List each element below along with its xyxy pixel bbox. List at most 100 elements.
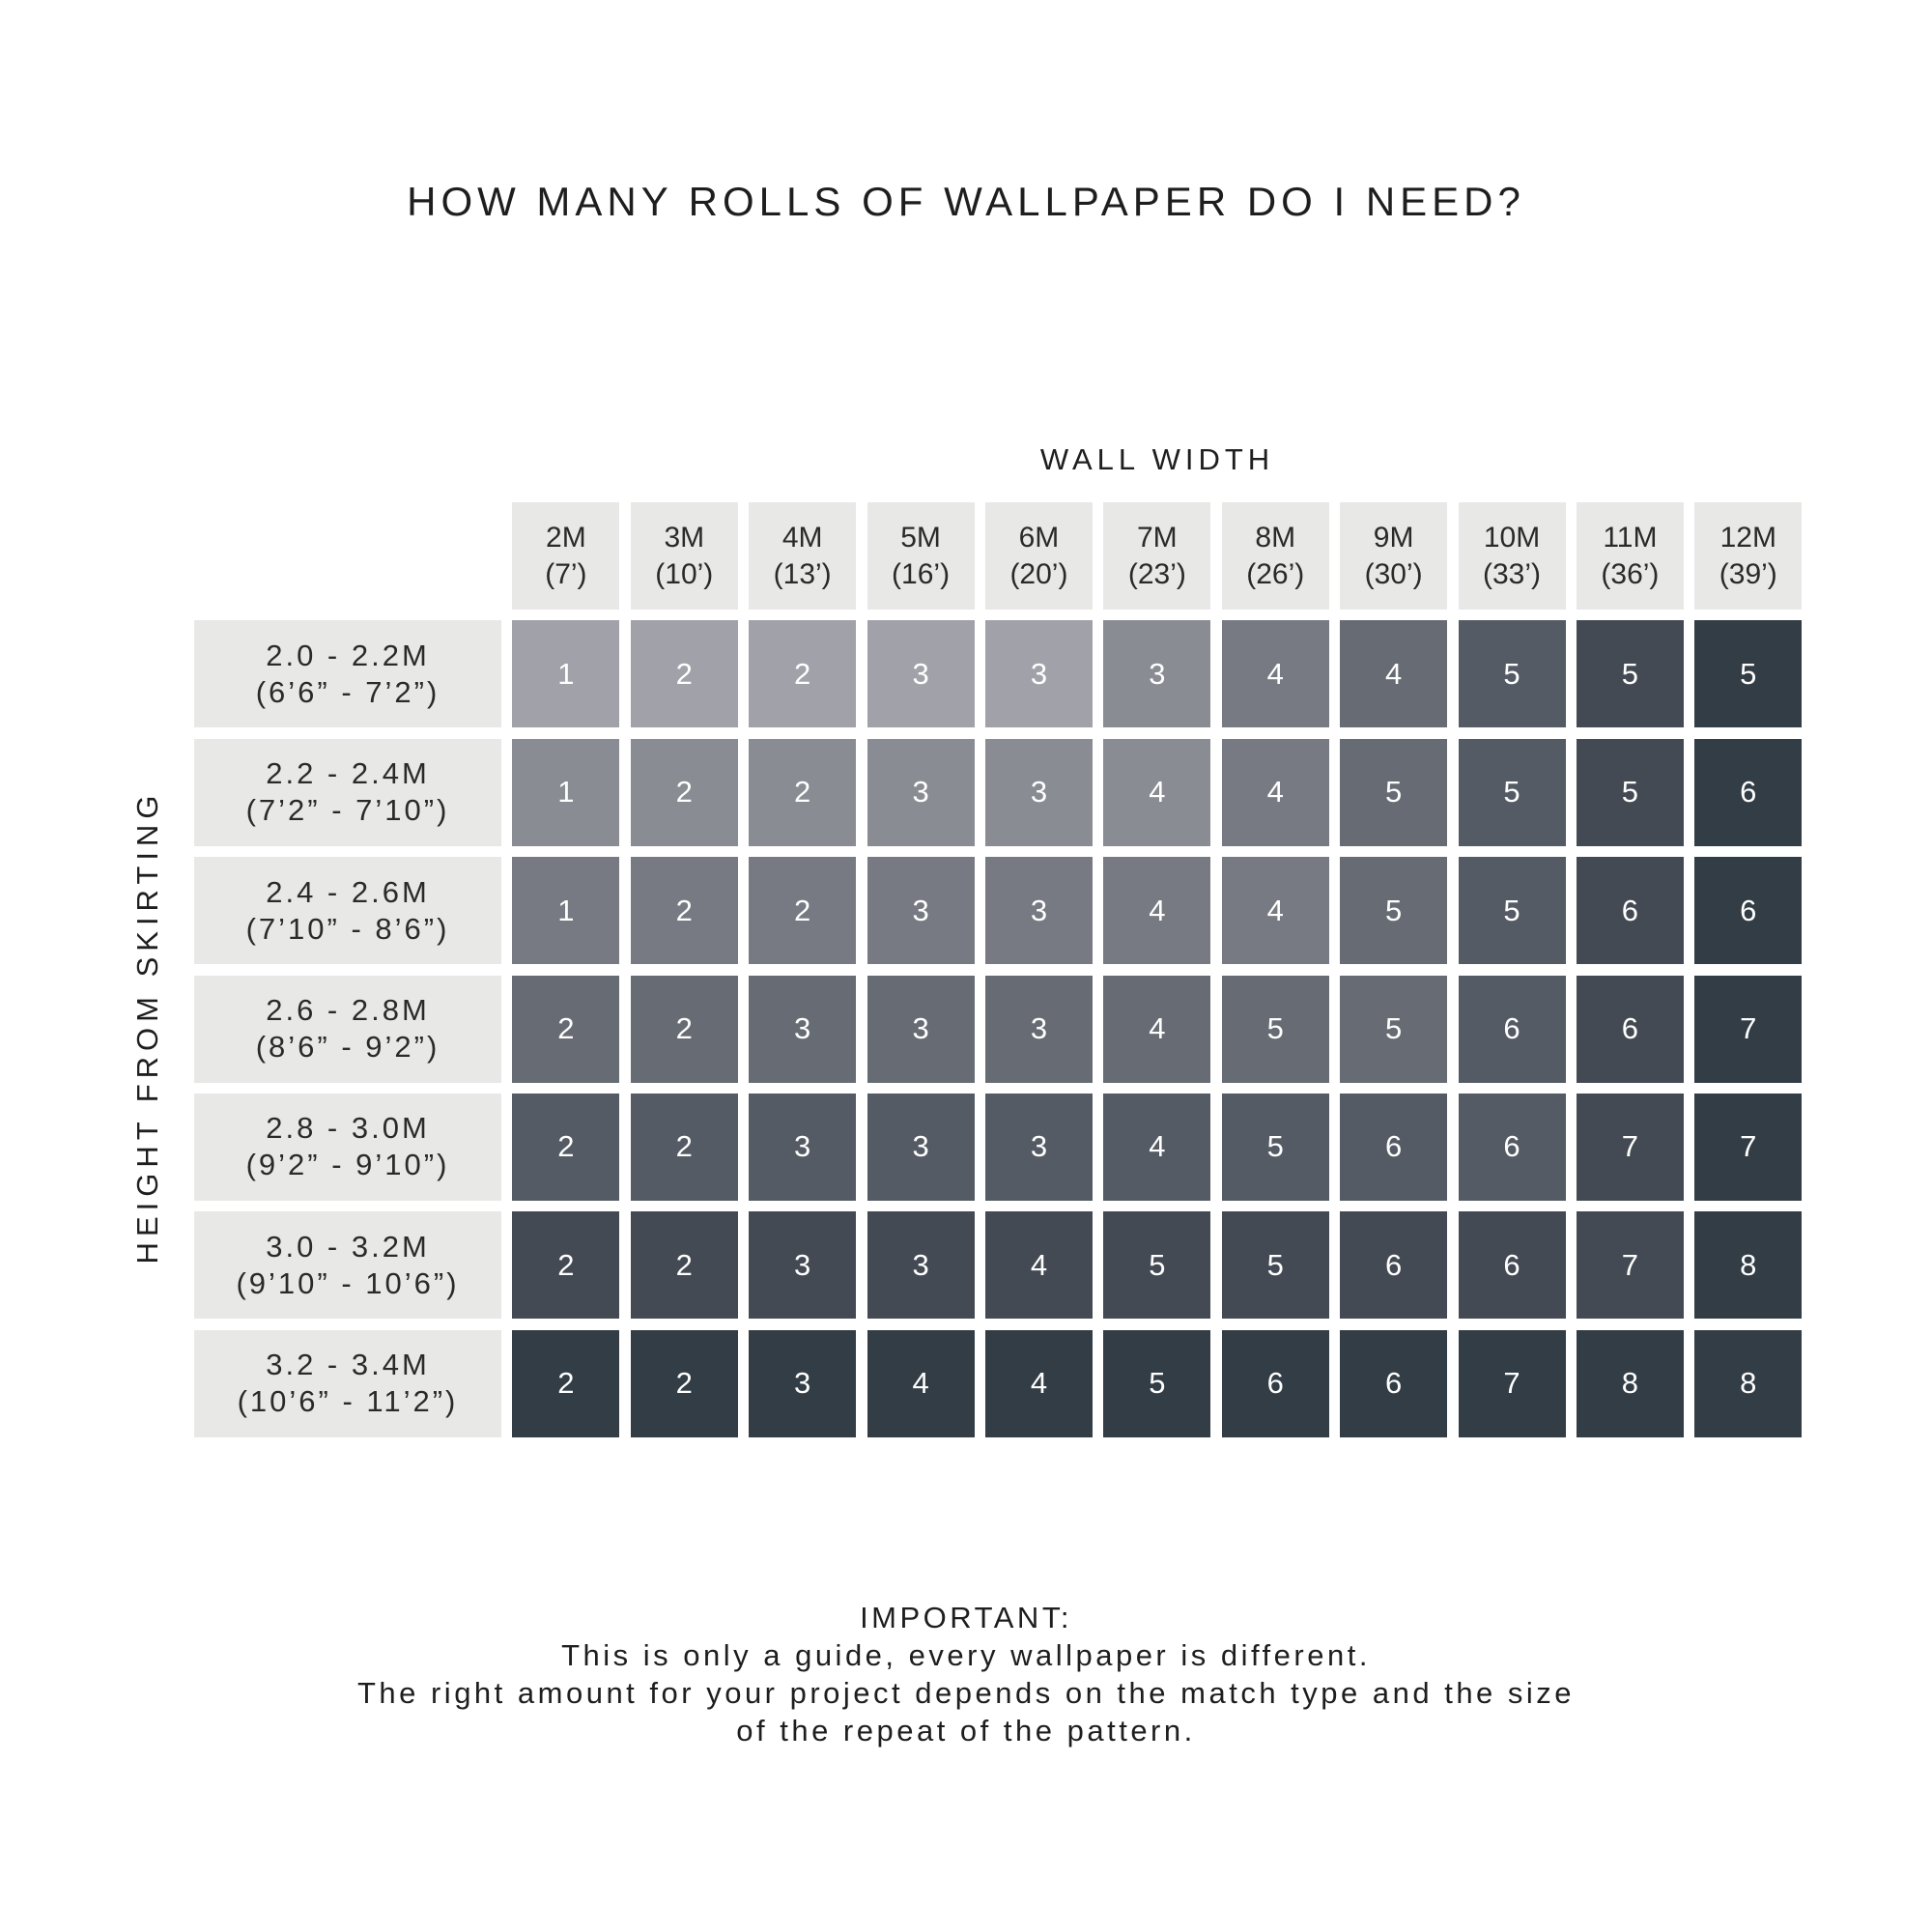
rolls-cell: 5 <box>1221 1093 1329 1201</box>
rolls-table: 2M (7’) 3M (10’) 4M (13’) 5M (16’) 6M (20’) 7M (23’… <box>194 502 1803 1437</box>
rolls-cell: 5 <box>1576 738 1684 846</box>
rolls-cell: 3 <box>749 1329 857 1437</box>
rolls-cell: 3 <box>867 1093 975 1201</box>
column-header: 5M (16’) <box>867 502 975 610</box>
rolls-cell: 6 <box>1458 1211 1566 1320</box>
row-header: 2.8 - 3.0M (9’2” - 9’10”) <box>194 1093 501 1201</box>
rolls-cell: 3 <box>984 857 1093 965</box>
width-metric: 12M <box>1719 521 1776 554</box>
width-imperial: (13’) <box>773 557 832 590</box>
rolls-cell: 4 <box>1103 1093 1211 1201</box>
column-header: 3M (10’) <box>630 502 738 610</box>
width-metric: 2M <box>546 521 586 554</box>
height-imperial: (7’10” - 8’6”) <box>245 911 450 946</box>
column-header: 8M (26’) <box>1221 502 1329 610</box>
rolls-cell: 6 <box>1458 975 1566 1083</box>
column-header: 4M (13’) <box>749 502 857 610</box>
rolls-cell: 6 <box>1576 975 1684 1083</box>
table-corner <box>194 502 501 610</box>
row-header: 2.6 - 2.8M (8’6” - 9’2”) <box>194 975 501 1083</box>
rolls-cell: 7 <box>1576 1093 1684 1201</box>
rolls-cell: 1 <box>512 620 620 728</box>
width-metric: 10M <box>1483 521 1541 554</box>
rolls-cell: 2 <box>749 738 857 846</box>
rolls-cell: 3 <box>867 620 975 728</box>
height-imperial: (6’6” - 7’2”) <box>255 674 440 709</box>
rolls-cell: 6 <box>1340 1093 1448 1201</box>
rolls-cell: 2 <box>630 738 738 846</box>
width-imperial: (16’) <box>892 557 951 590</box>
width-imperial: (36’) <box>1601 557 1660 590</box>
page-title: HOW MANY ROLLS OF WALLPAPER DO I NEED? <box>407 179 1525 224</box>
rolls-cell: 4 <box>1221 738 1329 846</box>
rolls-cell: 8 <box>1576 1329 1684 1437</box>
row-header: 2.0 - 2.2M (6’6” - 7’2”) <box>194 620 501 728</box>
wall-width-label: WALL WIDTH <box>1039 442 1275 476</box>
rolls-cell: 2 <box>512 975 620 1083</box>
important-note: IMPORTANT: This is only a guide, every w… <box>0 1599 1932 1749</box>
rolls-cell: 4 <box>1103 975 1211 1083</box>
width-imperial: (20’) <box>1009 557 1068 590</box>
column-header: 12M (39’) <box>1694 502 1803 610</box>
note-heading: IMPORTANT: <box>860 1601 1072 1634</box>
rolls-cell: 1 <box>512 738 620 846</box>
column-header: 7M (23’) <box>1103 502 1211 610</box>
height-from-skirting-label: HEIGHT FROM SKIRTING <box>130 789 164 1264</box>
rolls-cell: 6 <box>1340 1329 1448 1437</box>
width-metric: 11M <box>1603 521 1658 554</box>
rolls-cell: 5 <box>1458 620 1566 728</box>
width-imperial: (7’) <box>545 557 587 590</box>
rolls-cell: 2 <box>630 1093 738 1201</box>
rolls-cell: 8 <box>1694 1329 1803 1437</box>
rolls-cell: 5 <box>1103 1329 1211 1437</box>
rolls-cell: 2 <box>630 975 738 1083</box>
note-line: of the repeat of the pattern. <box>736 1714 1196 1747</box>
width-metric: 3M <box>664 521 705 554</box>
rolls-cell: 6 <box>1694 857 1803 965</box>
width-metric: 9M <box>1373 521 1414 554</box>
rolls-cell: 3 <box>867 738 975 846</box>
rolls-cell: 7 <box>1694 1093 1803 1201</box>
column-header: 9M (30’) <box>1340 502 1448 610</box>
rolls-cell: 4 <box>1103 857 1211 965</box>
rolls-cell: 5 <box>1694 620 1803 728</box>
width-imperial: (30’) <box>1364 557 1423 590</box>
height-metric: 3.0 - 3.2M <box>266 1229 430 1264</box>
row-header: 2.2 - 2.4M (7’2” - 7’10”) <box>194 738 501 846</box>
height-metric: 2.6 - 2.8M <box>266 993 430 1028</box>
width-metric: 5M <box>900 521 941 554</box>
rolls-cell: 7 <box>1458 1329 1566 1437</box>
height-imperial: (7’2” - 7’10”) <box>245 793 450 828</box>
rolls-cell: 2 <box>630 1329 738 1437</box>
rolls-cell: 5 <box>1340 738 1448 846</box>
height-imperial: (9’2” - 9’10”) <box>245 1148 450 1182</box>
rolls-cell: 3 <box>1103 620 1211 728</box>
row-header: 3.0 - 3.2M (9’10” - 10’6”) <box>194 1211 501 1320</box>
rolls-cell: 2 <box>630 620 738 728</box>
width-imperial: (26’) <box>1246 557 1305 590</box>
rolls-cell: 5 <box>1576 620 1684 728</box>
width-imperial: (33’) <box>1483 557 1542 590</box>
rolls-cell: 5 <box>1103 1211 1211 1320</box>
width-metric: 4M <box>781 521 823 554</box>
column-header: 2M (7’) <box>512 502 620 610</box>
column-header: 10M (33’) <box>1458 502 1566 610</box>
rolls-cell: 5 <box>1221 1211 1329 1320</box>
rolls-cell: 4 <box>984 1211 1093 1320</box>
rolls-cell: 3 <box>984 738 1093 846</box>
height-metric: 3.2 - 3.4M <box>266 1348 430 1382</box>
rolls-cell: 3 <box>867 1211 975 1320</box>
rolls-cell: 6 <box>1694 738 1803 846</box>
rolls-cell: 4 <box>1340 620 1448 728</box>
note-line: The right amount for your project depend… <box>356 1676 1576 1710</box>
rolls-cell: 3 <box>749 975 857 1083</box>
height-imperial: (8’6” - 9’2”) <box>255 1030 440 1065</box>
rolls-cell: 6 <box>1340 1211 1448 1320</box>
width-metric: 8M <box>1255 521 1296 554</box>
rolls-cell: 7 <box>1576 1211 1684 1320</box>
rolls-cell: 6 <box>1576 857 1684 965</box>
height-imperial: (10’6” - 11’2”) <box>237 1384 459 1419</box>
width-imperial: (23’) <box>1127 557 1186 590</box>
rolls-cell: 4 <box>1103 738 1211 846</box>
row-header: 2.4 - 2.6M (7’10” - 8’6”) <box>194 857 501 965</box>
